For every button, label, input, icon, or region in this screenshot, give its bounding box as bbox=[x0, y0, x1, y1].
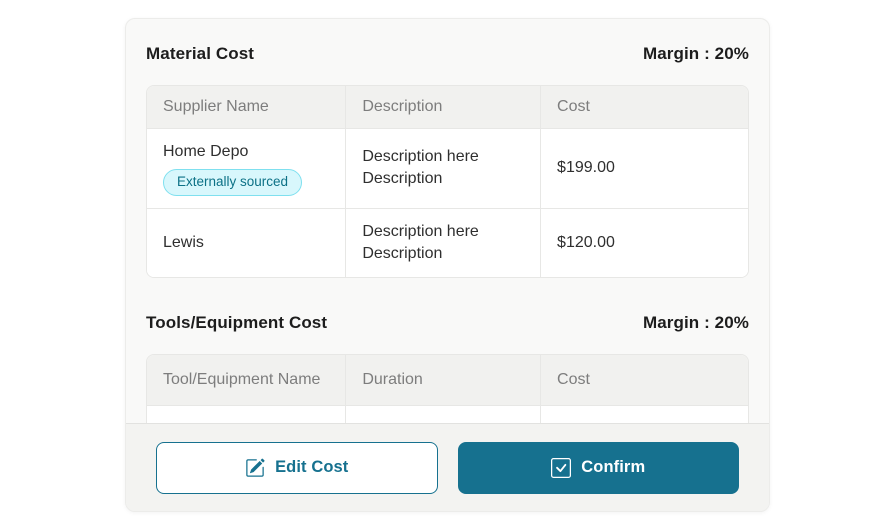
footer-action-bar: Edit Cost Confirm bbox=[126, 423, 769, 511]
section-title-tools-equipment: Tools/Equipment Cost bbox=[146, 313, 328, 333]
supplier-cell: Home Depo Externally sourced bbox=[147, 127, 346, 208]
supplier-cell: Lewis bbox=[147, 207, 346, 278]
table-row-lewis: Lewis Description here Description $120.… bbox=[147, 207, 748, 278]
material-cost-section: Material Cost Margin : 20% Supplier Name… bbox=[146, 43, 749, 279]
section-title-material-cost: Material Cost bbox=[146, 44, 255, 63]
edit-cost-button[interactable]: Edit Cost bbox=[156, 441, 438, 494]
tools-equipment-header: Tools/Equipment Cost Margin : 20% bbox=[146, 312, 749, 334]
check-square-icon bbox=[551, 457, 572, 478]
column-header-cost: Cost bbox=[540, 86, 748, 128]
externally-sourced-badge: Externally sourced bbox=[163, 168, 303, 196]
cost-cell: $199.00 bbox=[540, 127, 748, 208]
description-cell: Description here Description bbox=[345, 127, 541, 208]
supplier-name: Home Depo bbox=[163, 142, 249, 160]
tools-table-header-row: Tool/Equipment Name Duration Cost bbox=[147, 355, 748, 405]
material-cost-table: Supplier Name Description Cost Home Depo… bbox=[146, 85, 749, 279]
confirm-button-label: Confirm bbox=[581, 458, 646, 476]
edit-pencil-icon bbox=[245, 458, 265, 478]
table-row-home-depo: Home Depo Externally sourced Description… bbox=[147, 127, 748, 208]
tools-margin-label: Margin : 20% bbox=[642, 313, 749, 333]
card-content: Material Cost Margin : 20% Supplier Name… bbox=[126, 19, 769, 446]
column-header-description: Description bbox=[345, 86, 541, 128]
column-header-tool-equipment-name: Tool/Equipment Name bbox=[147, 355, 346, 405]
cost-cell: $120.00 bbox=[540, 207, 748, 278]
material-cost-header: Material Cost Margin : 20% bbox=[146, 43, 749, 65]
edit-cost-button-label: Edit Cost bbox=[275, 458, 349, 476]
material-table-header-row: Supplier Name Description Cost bbox=[147, 86, 748, 128]
material-margin-label: Margin : 20% bbox=[642, 44, 749, 63]
column-header-cost: Cost bbox=[540, 355, 748, 405]
column-header-supplier-name: Supplier Name bbox=[147, 86, 346, 128]
description-cell: Description here Description bbox=[345, 207, 541, 278]
confirm-button[interactable]: Confirm bbox=[457, 441, 739, 494]
cost-summary-card: Material Cost Margin : 20% Supplier Name… bbox=[125, 18, 770, 512]
column-header-duration: Duration bbox=[345, 355, 541, 405]
